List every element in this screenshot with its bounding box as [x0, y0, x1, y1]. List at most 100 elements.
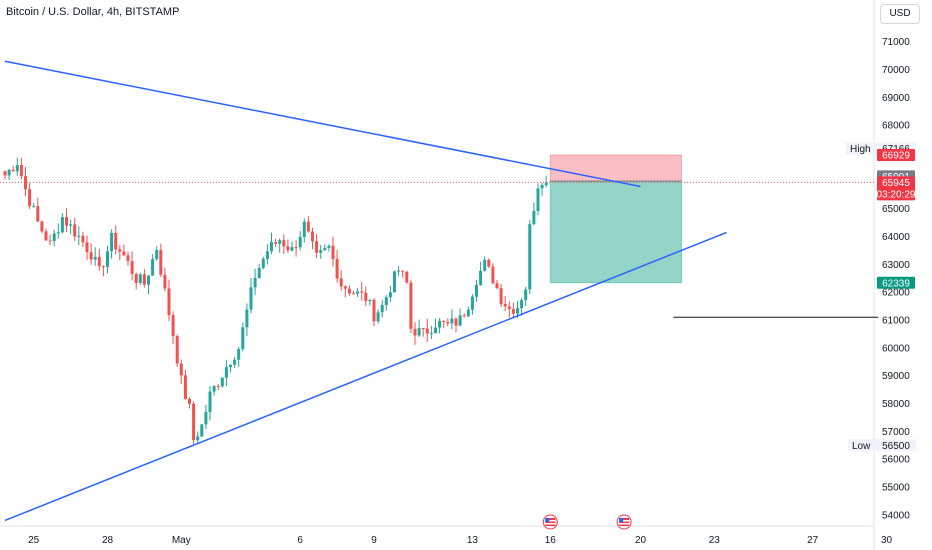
candle-body [265, 251, 269, 259]
candle-body [122, 251, 126, 256]
y-tick-label: 70000 [882, 65, 910, 76]
y-tick-label: 68000 [882, 121, 910, 132]
candle-body [294, 247, 298, 249]
candle-body [282, 240, 286, 247]
candle-body [155, 250, 159, 260]
candle-body [319, 250, 323, 253]
candle-body [425, 328, 429, 334]
candle-body [175, 336, 179, 364]
ascending-trendline [4, 231, 727, 522]
candle-body [495, 283, 499, 289]
candle-body [475, 284, 478, 297]
candle-body [409, 282, 413, 329]
candle-body [167, 288, 171, 316]
candle-body [327, 245, 331, 248]
y-tick-label: 64000 [882, 232, 910, 243]
candle-body [126, 255, 130, 262]
candle-body [28, 189, 32, 207]
candle-body [462, 315, 466, 317]
candle-body [540, 185, 544, 189]
candle-body [3, 171, 7, 176]
current-price-tag-bg [877, 176, 915, 201]
candle-body [331, 245, 335, 259]
candle-body [65, 217, 68, 226]
y-tick-label: 63000 [882, 260, 910, 271]
candle-body [487, 259, 491, 267]
candle-body [388, 292, 392, 298]
target-price-tag-bg [877, 276, 915, 289]
stop-price-tag-bg [877, 149, 915, 162]
candle-body [130, 261, 134, 274]
candle-body [360, 291, 364, 293]
candle-body [32, 206, 36, 208]
candle-body [19, 164, 23, 177]
candle-body [15, 164, 19, 172]
x-tick-label: 6 [297, 535, 303, 546]
currency-selector[interactable]: USD [880, 4, 920, 24]
y-tick-label: 62000 [882, 288, 910, 299]
candle-body [147, 275, 150, 285]
candle-body [286, 246, 290, 251]
y-tick-label: 59000 [882, 371, 910, 382]
candle-body [245, 309, 249, 328]
candle-body [101, 266, 105, 268]
y-tick-label: 69000 [882, 93, 910, 104]
candle-body [434, 327, 437, 334]
candle-body [179, 363, 183, 376]
candle-body [470, 296, 474, 310]
chart-title: Bitcoin / U.S. Dollar, 4h, BITSTAMP [6, 6, 180, 18]
candle-body [454, 318, 458, 326]
candle-body [237, 349, 241, 360]
candle-body [183, 375, 187, 399]
y-tick-label: 61000 [882, 316, 910, 327]
candle-body [376, 312, 380, 322]
x-tick-label: 20 [635, 535, 647, 546]
y-tick-label: 71000 [882, 37, 910, 48]
candle-body [446, 321, 450, 324]
candle-body [212, 386, 216, 392]
candle-body [261, 258, 265, 269]
candle-body [298, 236, 302, 248]
candle-body [364, 292, 368, 302]
x-tick-label: 9 [371, 535, 377, 546]
candle-body [413, 328, 417, 336]
candle-body [528, 224, 532, 290]
candle-body [290, 247, 294, 251]
candle-body [171, 315, 175, 337]
candle-body [89, 252, 93, 260]
current-price-tag: 65945 [882, 178, 910, 189]
us-flag-icon [616, 514, 632, 530]
candle-body [274, 242, 278, 244]
stop-loss-zone [549, 154, 682, 182]
take-profit-zone [549, 180, 682, 284]
candle-body [479, 270, 483, 285]
candle-body [97, 256, 101, 267]
stop-price-tag: 66929 [882, 151, 910, 162]
x-tick-label: May [172, 535, 191, 546]
candle-body [151, 259, 155, 276]
candle-body [417, 328, 421, 336]
y-tick-label: 60000 [882, 343, 910, 354]
candle-body [56, 232, 60, 234]
candle-body [450, 318, 454, 324]
candle-body [397, 270, 401, 272]
candle-body [438, 320, 442, 328]
candle-body [134, 273, 138, 283]
candle-body [241, 327, 245, 350]
y-tick-label: 54000 [882, 510, 910, 521]
low-label: Low [852, 441, 871, 452]
candle-body [384, 297, 388, 305]
candle-body [278, 240, 282, 244]
candle-body [200, 424, 204, 437]
candle-body [85, 242, 89, 253]
candle-body [302, 221, 306, 237]
candle-body [24, 176, 27, 190]
countdown-timer: 03:20:29 [877, 189, 916, 200]
y-tick-label: 58000 [882, 399, 910, 410]
candle-body [110, 233, 114, 252]
candle-body [524, 289, 528, 301]
candle-body [347, 288, 351, 294]
low-label-bg [848, 439, 916, 452]
candle-body [196, 436, 200, 441]
